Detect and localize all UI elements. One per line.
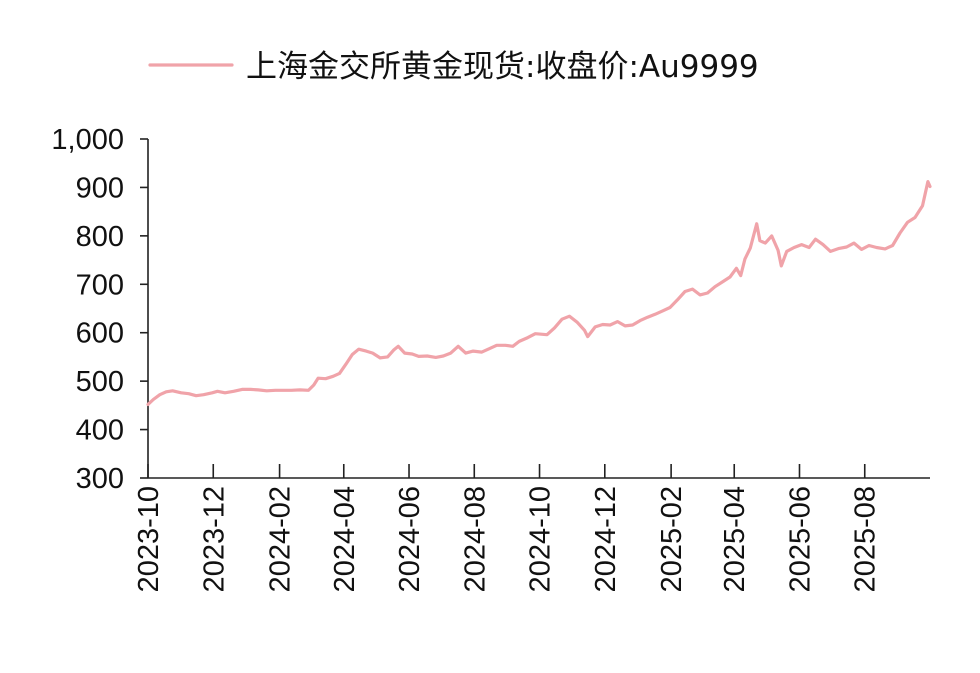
x-tick-label: 2025-06 [785, 486, 817, 592]
x-tick-label: 2025-02 [656, 486, 688, 592]
x-tick-label: 2025-04 [719, 486, 751, 592]
y-tick-label: 600 [76, 318, 124, 350]
x-tick-label: 2024-12 [590, 486, 622, 592]
x-tick-label: 2024-08 [459, 486, 491, 592]
y-tick-label: 900 [76, 172, 124, 204]
x-tick-label: 2023-10 [133, 486, 165, 592]
y-tick-label: 500 [76, 366, 124, 398]
y-tick-label: 300 [76, 463, 124, 495]
y-ticks: 300 400 500 600 700 800 900 1,000 [51, 124, 148, 495]
x-tick-label: 2024-02 [265, 486, 297, 592]
y-tick-label: 1,000 [51, 124, 124, 156]
legend: 上海金交所黄金现货:收盘价:Au9999 [148, 49, 759, 85]
series-line-au9999 [146, 180, 932, 406]
x-tick-label: 2024-10 [525, 486, 557, 592]
x-tick-label: 2025-08 [850, 486, 882, 592]
y-tick-label: 700 [76, 269, 124, 301]
y-tick-label: 800 [76, 221, 124, 253]
x-tick-label: 2024-06 [394, 486, 426, 592]
x-tick-label: 2024-04 [329, 486, 361, 592]
x-ticks: 2023-10 2023-12 2024-02 2024-04 2024-06 2024-… [133, 464, 882, 592]
x-tick-label: 2023-12 [198, 486, 230, 592]
legend-label: 上海金交所黄金现货:收盘价:Au9999 [246, 49, 759, 85]
y-tick-label: 400 [76, 415, 124, 447]
